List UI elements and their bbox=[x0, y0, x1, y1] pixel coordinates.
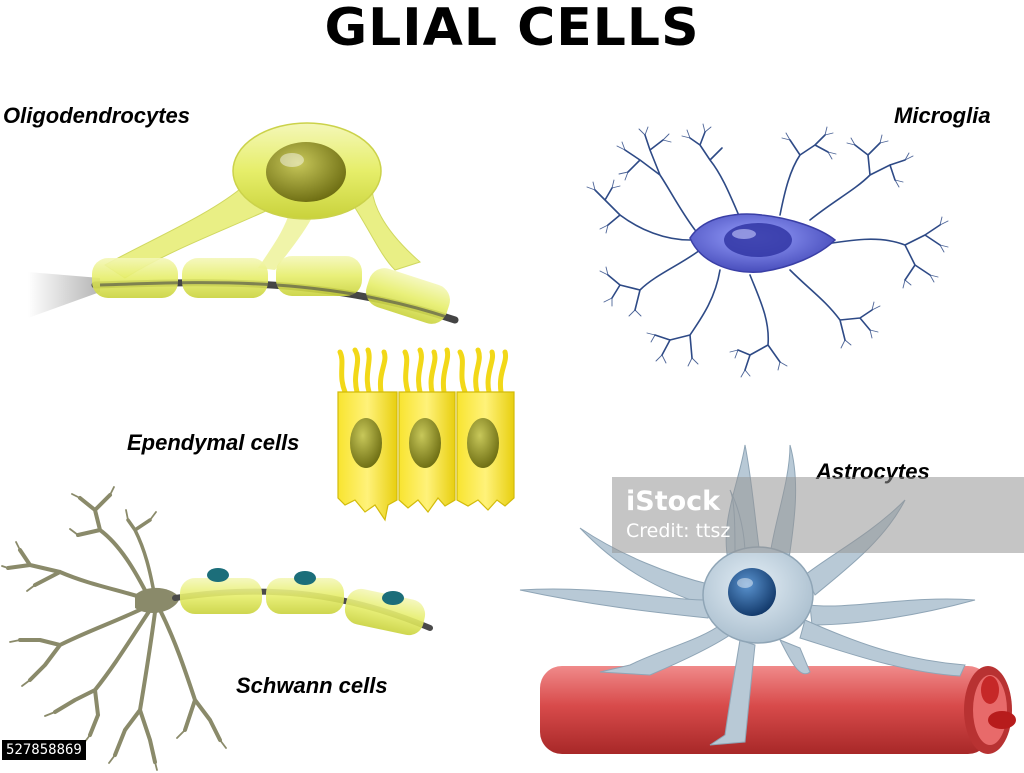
red-blood-cell bbox=[988, 711, 1016, 729]
stock-id: 527858869 bbox=[2, 740, 86, 760]
page-title: GLIAL CELLS bbox=[324, 0, 700, 58]
microglia-nucleus bbox=[724, 223, 792, 257]
schwann-nucleus bbox=[207, 568, 229, 582]
schwann-nucleus bbox=[294, 571, 316, 585]
neuron-soma bbox=[135, 587, 180, 613]
schwann-illustration bbox=[1, 486, 433, 771]
ependymal-nucleus bbox=[409, 418, 441, 468]
ependymal-nucleus bbox=[350, 418, 382, 468]
myelin-segment bbox=[92, 258, 178, 298]
microglia-illustration bbox=[586, 123, 949, 378]
myelin-segment bbox=[182, 258, 268, 298]
watermark-brand: iStock bbox=[626, 486, 721, 517]
red-blood-cell bbox=[981, 676, 999, 704]
axon-fade bbox=[28, 272, 100, 318]
ependymal-illustration bbox=[337, 347, 515, 522]
label-oligodendrocytes: Oligodendrocytes bbox=[3, 103, 191, 128]
myelin-segment bbox=[366, 268, 450, 324]
label-microglia: Microglia bbox=[894, 103, 991, 128]
schwann-sheath bbox=[344, 588, 426, 636]
oligo-nucleus-highlight bbox=[280, 153, 304, 167]
watermark-banner bbox=[612, 477, 1024, 553]
schwann-nucleus bbox=[382, 591, 404, 605]
schwann-sheath bbox=[266, 578, 344, 614]
oligo-process-mid bbox=[258, 210, 315, 270]
blood-vessel bbox=[540, 666, 990, 754]
oligodendrocyte-illustration bbox=[28, 122, 459, 324]
oligo-process-right bbox=[349, 189, 421, 271]
microglia-highlight bbox=[732, 229, 756, 239]
oligo-axon-core bbox=[99, 281, 451, 320]
astrocyte-nucleus-highlight bbox=[737, 578, 753, 588]
label-ependymal-cells: Ependymal cells bbox=[127, 430, 300, 455]
ependymal-nucleus bbox=[467, 418, 499, 468]
label-schwann-cells: Schwann cells bbox=[236, 673, 388, 698]
oligo-nucleus bbox=[266, 142, 346, 202]
astrocyte-nucleus bbox=[728, 568, 776, 616]
schwann-sheath bbox=[180, 578, 262, 614]
watermark-credit: Credit: ttsz bbox=[626, 520, 731, 542]
